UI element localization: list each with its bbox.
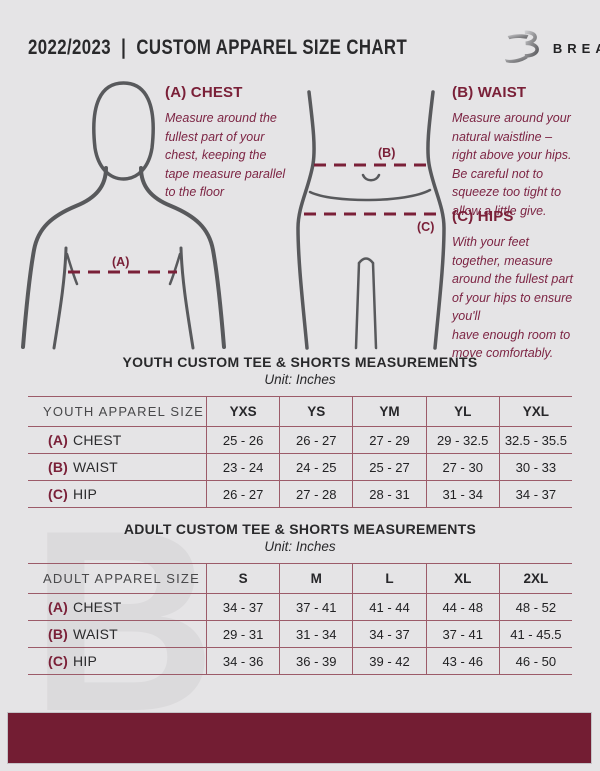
size-col-header: M	[279, 564, 352, 593]
marker-a-label: (A)	[112, 255, 130, 269]
table-row: (A) CHEST 25 - 26 26 - 27 27 - 29 29 - 32…	[28, 426, 572, 453]
table-header-row: YOUTH APPAREL SIZE YXS YS YM YL YXL	[28, 396, 572, 426]
youth-table-unit: Unit: Inches	[264, 372, 336, 387]
table-cell: 25 - 27	[352, 454, 425, 480]
row-label: (B) WAIST	[48, 626, 118, 642]
table-cell: 43 - 46	[425, 648, 499, 674]
table-row: (B) WAIST 23 - 24 24 - 25 25 - 27 27 - 30…	[28, 453, 572, 480]
table-cell: 41 - 45.5	[498, 621, 572, 647]
marker-c-label: (C)	[417, 220, 435, 234]
adult-size-table: ADULT APPAREL SIZE S M L XL 2XL (A) CHEST…	[28, 563, 572, 675]
table-cell: 34 - 37	[498, 481, 572, 507]
row-label: (C) HIP	[48, 653, 97, 669]
table-cell: 37 - 41	[279, 594, 352, 620]
table-cell: 27 - 28	[279, 481, 352, 507]
table-cell: 25 - 26	[206, 427, 279, 453]
row-label: (A) CHEST	[48, 599, 122, 615]
table-cell: 44 - 48	[425, 594, 499, 620]
table-cell: 26 - 27	[206, 481, 279, 507]
youth-size-table: YOUTH APPAREL SIZE YXS YS YM YL YXL (A) C…	[28, 396, 572, 508]
brand-block: BREAKAWAY	[502, 27, 600, 70]
size-col-header: 2XL	[498, 564, 572, 593]
size-col-header: S	[206, 564, 279, 593]
table-row: (C) HIP 34 - 36 36 - 39 39 - 42 43 - 46 4…	[28, 647, 572, 674]
table-cell: 28 - 31	[352, 481, 425, 507]
size-col-header: XL	[425, 564, 499, 593]
brand-name: BREAKAWAY	[552, 40, 600, 56]
table-cell: 39 - 42	[352, 648, 425, 674]
table-cell: 37 - 41	[425, 621, 499, 647]
table-row: (A) CHEST 34 - 37 37 - 41 41 - 44 44 - 48…	[28, 593, 572, 620]
chest-heading: (A) CHEST	[165, 84, 243, 101]
size-axis-header: YOUTH APPAREL SIZE	[43, 404, 205, 419]
table-cell: 31 - 34	[279, 621, 352, 647]
table-cell: 31 - 34	[425, 481, 499, 507]
table-cell: 24 - 25	[279, 454, 352, 480]
size-col-header: YS	[279, 397, 352, 426]
size-col-header: YL	[425, 397, 499, 426]
chest-section: (A) CHEST Measure around the fullest par…	[165, 84, 305, 202]
table-cell: 27 - 30	[425, 454, 499, 480]
adult-table-unit: Unit: Inches	[264, 539, 336, 554]
marker-b-label: (B)	[378, 146, 396, 160]
table-cell: 48 - 52	[498, 594, 572, 620]
waist-description: Measure around your natural waistline – …	[452, 111, 572, 218]
breakaway-logo-icon	[502, 27, 544, 70]
hips-heading: (C) HIPS	[452, 208, 514, 225]
table-cell: 29 - 32.5	[425, 427, 499, 453]
table-row: (C) HIP 26 - 27 27 - 28 28 - 31 31 - 34 3…	[28, 480, 572, 507]
row-label: (B) WAIST	[48, 459, 118, 475]
adult-section: ADULT CUSTOM TEE & SHORTS MEASUREMENTS U…	[28, 521, 572, 675]
table-cell: 27 - 29	[352, 427, 425, 453]
table-cell: 46 - 50	[498, 648, 572, 674]
table-cell: 29 - 31	[206, 621, 279, 647]
table-cell: 26 - 27	[279, 427, 352, 453]
hips-description: With your feet together, measure around …	[452, 235, 573, 360]
footer-accent-bar	[7, 712, 592, 764]
size-col-header: YXS	[206, 397, 279, 426]
row-label: (A) CHEST	[48, 432, 122, 448]
table-cell: 30 - 33	[498, 454, 572, 480]
table-cell: 41 - 44	[352, 594, 425, 620]
table-header-row: ADULT APPAREL SIZE S M L XL 2XL	[28, 563, 572, 593]
page-title: 2022/2023 | CUSTOM APPAREL SIZE CHART	[28, 36, 408, 59]
youth-section: YOUTH CUSTOM TEE & SHORTS MEASUREMENTS U…	[28, 354, 572, 508]
table-cell: 34 - 36	[206, 648, 279, 674]
waist-section: (B) WAIST Measure around your natural wa…	[452, 84, 592, 220]
table-cell: 23 - 24	[206, 454, 279, 480]
hips-section: (C) HIPS With your feet together, measur…	[452, 208, 597, 363]
table-cell: 32.5 - 35.5	[498, 427, 572, 453]
table-cell: 34 - 37	[352, 621, 425, 647]
size-axis-header: ADULT APPAREL SIZE	[43, 571, 200, 586]
youth-table-title: YOUTH CUSTOM TEE & SHORTS MEASUREMENTS	[122, 354, 478, 370]
table-cell: 34 - 37	[206, 594, 279, 620]
size-col-header: L	[352, 564, 425, 593]
adult-table-title: ADULT CUSTOM TEE & SHORTS MEASUREMENTS	[123, 521, 477, 537]
page-header: 2022/2023 | CUSTOM APPAREL SIZE CHART	[0, 0, 600, 78]
waist-heading: (B) WAIST	[452, 84, 527, 101]
size-col-header: YM	[352, 397, 425, 426]
row-label: (C) HIP	[48, 486, 97, 502]
chest-description: Measure around the fullest part of your …	[165, 111, 286, 199]
size-col-header: YXL	[498, 397, 572, 426]
table-cell: 36 - 39	[279, 648, 352, 674]
table-row: (B) WAIST 29 - 31 31 - 34 34 - 37 37 - 41…	[28, 620, 572, 647]
